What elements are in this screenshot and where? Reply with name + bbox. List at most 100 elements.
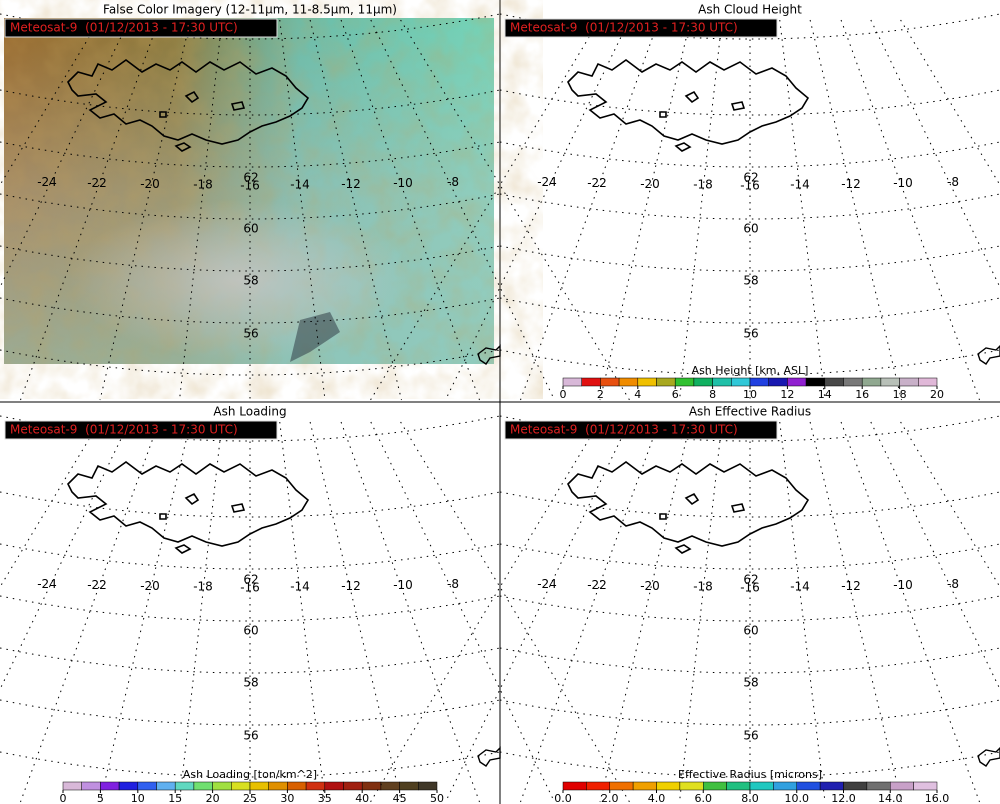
lon-grid-line: [870, 19, 1000, 289]
false-color-image: [290, 312, 340, 362]
lon-grid-line: [20, 421, 160, 803]
colorbar-tick-label: 4: [634, 388, 641, 401]
map-panel: Ash Cloud Height Meteosat-9 (01/12/2013 -…: [370, 3, 1000, 401]
lon-grid-line: [900, 421, 1000, 588]
lon-label: -10: [393, 176, 413, 190]
colorbar-swatch: [212, 781, 232, 791]
coastline: [67, 59, 310, 152]
colorbar-swatch: [637, 377, 657, 387]
colorbar-tick-label: 16.0: [925, 792, 950, 804]
lat-label: 56: [743, 729, 758, 743]
lon-grid-line: [809, 421, 902, 803]
colorbar-tick-label: 0.0: [554, 792, 572, 804]
colorbar-title: Ash Height [km, ASL]: [692, 364, 809, 377]
colorbar-swatch: [861, 377, 882, 387]
lon-label: -14: [290, 580, 310, 594]
lon-label: -14: [290, 178, 310, 192]
colorbar-swatch: [156, 781, 176, 791]
colorbar-swatch: [693, 377, 713, 387]
satellite-label: Meteosat-9 (01/12/2013 - 17:30 UTC): [510, 423, 738, 437]
lon-label: -10: [893, 578, 913, 592]
colorbar-swatch: [674, 377, 695, 387]
lon-grid-line: [279, 19, 326, 401]
colorbar-swatch: [656, 377, 676, 387]
panel-title: False Color Imagery (12-11μm, 11-8.5μm, …: [103, 3, 397, 17]
colorbar-swatch: [361, 781, 382, 791]
colorbar-tick-label: 8.0: [741, 792, 759, 804]
colorbar-swatch: [118, 781, 139, 791]
lon-grid-line: [679, 421, 723, 803]
panel-title: Ash Loading: [213, 405, 286, 419]
colorbar-swatch: [768, 377, 788, 387]
lon-grid-line: [99, 19, 191, 401]
satellite-label: Meteosat-9 (01/12/2013 - 17:30 UTC): [10, 423, 238, 437]
colorbar-swatch: [268, 781, 288, 791]
lon-label: -16: [740, 581, 760, 595]
lon-label: -20: [140, 579, 160, 593]
lat-label: 56: [243, 729, 258, 743]
lon-label: -8: [947, 175, 959, 189]
colorbar-swatch: [287, 781, 307, 791]
panel-title: Ash Cloud Height: [698, 3, 802, 17]
colorbar-swatch: [324, 781, 344, 791]
colorbar-swatch: [586, 781, 610, 791]
lon-label: -16: [240, 581, 260, 595]
colorbar-swatch: [749, 781, 774, 791]
lon-grid-line: [445, 19, 630, 401]
lon-grid-line: [370, 19, 555, 401]
lon-grid-line: [279, 421, 326, 803]
colorbar-swatch: [174, 781, 195, 791]
colorbar-tick-label: 14.0: [878, 792, 903, 804]
lon-label: -8: [447, 175, 459, 189]
map-panel: Ash Loading Meteosat-9 (01/12/2013 - 17:3…: [0, 405, 630, 804]
lon-grid-line: [679, 19, 723, 401]
coastline: [567, 59, 810, 152]
panel-title: Ash Effective Radius: [689, 405, 811, 419]
lon-grid-line: [370, 19, 600, 401]
colorbar-swatch: [562, 377, 582, 387]
lon-label: -12: [341, 579, 361, 593]
lat-label: 62: [743, 573, 758, 587]
colorbar-tick-label: 18: [893, 388, 907, 401]
lon-label: -22: [87, 578, 107, 592]
lon-grid-line: [445, 421, 630, 803]
colorbar-swatch: [609, 781, 634, 791]
lon-grid-line: [809, 19, 902, 401]
lat-label: 62: [743, 171, 758, 185]
colorbar-title: Ash Loading [ton/km^2]: [183, 768, 317, 781]
colorbar-swatch: [100, 781, 120, 791]
lon-label: -18: [693, 580, 713, 594]
lon-label: -20: [640, 177, 660, 191]
colorbar-tick-label: 6: [672, 388, 679, 401]
lon-grid-line: [400, 19, 630, 401]
lon-grid-line: [779, 19, 826, 401]
colorbar-swatch: [918, 377, 938, 387]
lon-label: -20: [140, 177, 160, 191]
lat-label: 60: [743, 624, 758, 638]
lon-label: -12: [341, 177, 361, 191]
coastline: [477, 344, 501, 365]
colorbar-swatch: [62, 781, 82, 791]
colorbar-swatch: [913, 781, 938, 791]
lat-label: 56: [243, 327, 258, 341]
colorbar-swatch: [843, 781, 868, 791]
lon-grid-line: [340, 421, 480, 803]
lon-grid-line: [309, 19, 402, 401]
colorbar-title: Effective Radius [microns]: [678, 768, 822, 781]
colorbar-swatch: [805, 377, 826, 387]
lon-grid-line: [99, 421, 191, 803]
lon-label: -20: [640, 579, 660, 593]
coastline: [567, 461, 810, 554]
label-box: [4, 18, 278, 38]
colorbar-swatch: [890, 781, 914, 791]
lat-label: 58: [243, 676, 258, 690]
map-panel: False Color Imagery (12-11μm, 11-8.5μm, …: [0, 3, 630, 401]
satellite-label: Meteosat-9 (01/12/2013 - 17:30 UTC): [10, 21, 238, 35]
colorbar-tick-label: 4.0: [648, 792, 666, 804]
label-box: [504, 420, 778, 440]
false-color-image: [70, 200, 410, 360]
colorbar-swatch: [137, 781, 157, 791]
lon-label: -24: [37, 175, 57, 189]
